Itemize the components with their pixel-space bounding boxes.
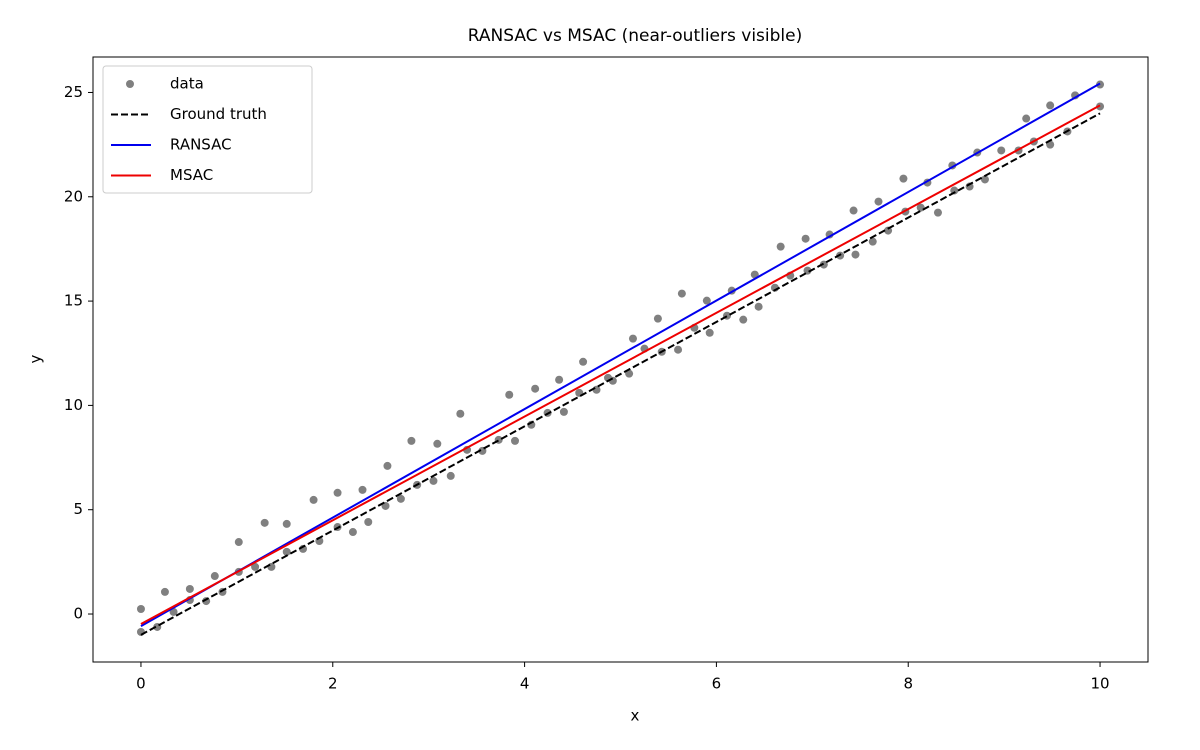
legend: data Ground truth RANSAC MSAC [102,65,313,194]
data-point [674,345,683,354]
data-point [916,203,925,212]
data-point [950,186,959,195]
data-point [997,146,1006,155]
data-point [282,547,291,556]
data-point [251,562,260,571]
data-point [396,494,405,503]
data-point [429,476,438,485]
data-point [364,518,373,527]
fit-line [140,112,1101,636]
y-tick-label: 10 [64,396,83,414]
data-point [531,384,540,393]
x-tick-label: 2 [328,675,338,693]
data-point [849,206,858,215]
legend-marker [126,80,134,88]
data-point [260,518,269,527]
y-tick-label: 25 [64,83,83,101]
data-point [933,208,942,217]
data-point [210,572,219,581]
data-point [505,390,514,399]
y-tick-label: 20 [64,187,83,205]
y-tick-label: 0 [73,605,83,623]
data-point [333,488,342,497]
legend-label: Ground truth [170,105,267,123]
legend-label: MSAC [170,166,213,184]
data-point [1022,114,1031,123]
data-point [776,242,785,251]
data-point [874,197,883,206]
data-point [456,409,465,418]
data-point [234,538,243,547]
data-point [282,519,291,528]
data-point [559,407,568,416]
plot-frame [92,56,1149,663]
data-point [677,289,686,298]
data-point [801,234,810,243]
data-point [628,334,637,343]
data-point [625,369,634,378]
legend-label: RANSAC [170,136,232,154]
x-tick-label: 0 [136,675,146,693]
y-axis-label: y [27,354,45,363]
data-point [702,296,711,305]
data-point [267,562,276,571]
data-point [899,174,908,183]
data-point [754,302,763,311]
legend-label: data [170,75,204,93]
x-tick-label: 4 [520,675,530,693]
data-point [383,461,392,470]
data-point [555,375,564,384]
x-tick-label: 8 [903,675,913,693]
data-point [579,357,588,366]
data-point [653,314,662,323]
y-tick-label: 5 [73,500,83,518]
data-point [160,587,169,596]
data-point [136,605,145,614]
legend-box [102,65,313,194]
fit-line [140,82,1101,627]
data-point [407,436,416,445]
data-point [309,495,318,504]
data-point [705,328,714,337]
data-point [358,485,367,494]
chart-title: RANSAC vs MSAC (near-outliers visible) [468,26,802,46]
fit-line [140,104,1101,625]
x-tick-label: 6 [712,675,722,693]
data-point [511,436,519,445]
data-point [348,528,357,537]
data-point [851,250,860,259]
x-tick-label: 10 [1090,675,1109,693]
data-point [185,584,194,593]
y-tick-label: 15 [64,292,83,310]
x-axis-label: x [631,707,640,725]
data-point [739,315,748,324]
data-point [433,439,442,448]
data-point [868,237,877,246]
data-point [1046,101,1055,110]
data-point [980,175,989,184]
data-point [446,471,455,480]
